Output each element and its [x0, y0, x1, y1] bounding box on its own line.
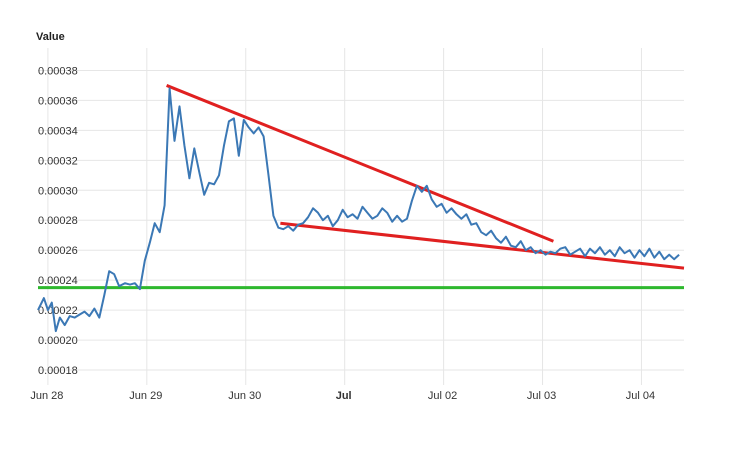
grid	[38, 48, 684, 385]
trendlines	[38, 84, 685, 290]
y-tick-label: 0.00036	[38, 95, 78, 107]
x-tick-label: Jun 29	[129, 390, 162, 402]
y-axis-title: Value	[36, 31, 65, 43]
y-tick-label: 0.00034	[38, 125, 78, 137]
y-tick-label: 0.00030	[38, 185, 78, 197]
x-tick-label: Jul 04	[626, 390, 655, 402]
y-tick-label: 0.00038	[38, 65, 78, 77]
x-tick-label: Jun 28	[30, 390, 63, 402]
y-tick-label: 0.00032	[38, 155, 78, 167]
x-tick-label: Jul	[336, 390, 352, 402]
y-tick-label: 0.00022	[38, 305, 78, 317]
x-axis-ticks: Jun 28 Jun 29 Jun 30 Jul Jul 02 Jul 03 Jul 04	[30, 390, 655, 402]
price-series-line	[37, 87, 680, 333]
y-tick-label: 0.00018	[38, 365, 78, 377]
y-tick-label: 0.00026	[38, 245, 78, 257]
lower-trendline	[280, 221, 685, 270]
x-tick-label: Jul 02	[428, 390, 457, 402]
y-tick-label: 0.00024	[38, 275, 78, 287]
y-axis-ticks: 0.00018 0.00020 0.00022 0.00024 0.00026 0.000…	[38, 65, 78, 377]
x-tick-label: Jun 30	[228, 390, 261, 402]
x-tick-label: Jul 03	[527, 390, 556, 402]
y-tick-label: 0.00028	[38, 215, 78, 227]
upper-trendline	[166, 84, 554, 243]
y-tick-label: 0.00020	[38, 335, 78, 347]
series-layer	[37, 87, 680, 333]
